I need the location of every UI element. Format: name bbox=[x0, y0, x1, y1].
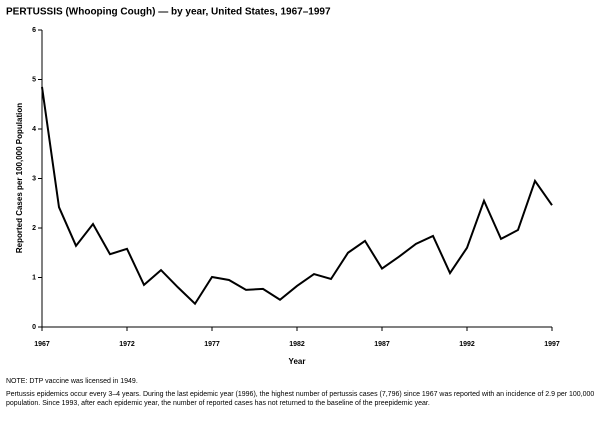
x-axis-title: Year bbox=[289, 357, 306, 366]
y-tick-label: 1 bbox=[32, 274, 36, 281]
y-tick-label: 5 bbox=[32, 76, 36, 83]
x-tick-label: 1967 bbox=[34, 341, 50, 348]
x-tick-label: 1972 bbox=[119, 341, 135, 348]
note: Pertussis epidemics occur every 3–4 year… bbox=[6, 391, 595, 407]
chart: PERTUSSIS (Whooping Cough) — by year, Un… bbox=[6, 7, 560, 366]
y-tick-label: 0 bbox=[32, 324, 36, 331]
y-tick-label: 6 bbox=[32, 27, 36, 34]
x-tick-label: 1997 bbox=[544, 341, 560, 348]
line-series bbox=[41, 86, 553, 306]
y-tick-label: 2 bbox=[32, 225, 36, 232]
x-tick-label: 1992 bbox=[459, 341, 475, 348]
y-tick-label: 4 bbox=[32, 126, 36, 133]
x-tick-label: 1982 bbox=[289, 341, 305, 348]
x-tick-label: 1977 bbox=[204, 341, 220, 348]
x-tick-label: 1987 bbox=[374, 341, 390, 348]
y-axis-title: Reported Cases per 100,000 Population bbox=[15, 103, 24, 253]
y-tick-label: 3 bbox=[32, 175, 36, 182]
chart-title: PERTUSSIS (Whooping Cough) — by year, Un… bbox=[6, 7, 331, 18]
note: NOTE: DTP vaccine was licensed in 1949. bbox=[6, 378, 138, 385]
